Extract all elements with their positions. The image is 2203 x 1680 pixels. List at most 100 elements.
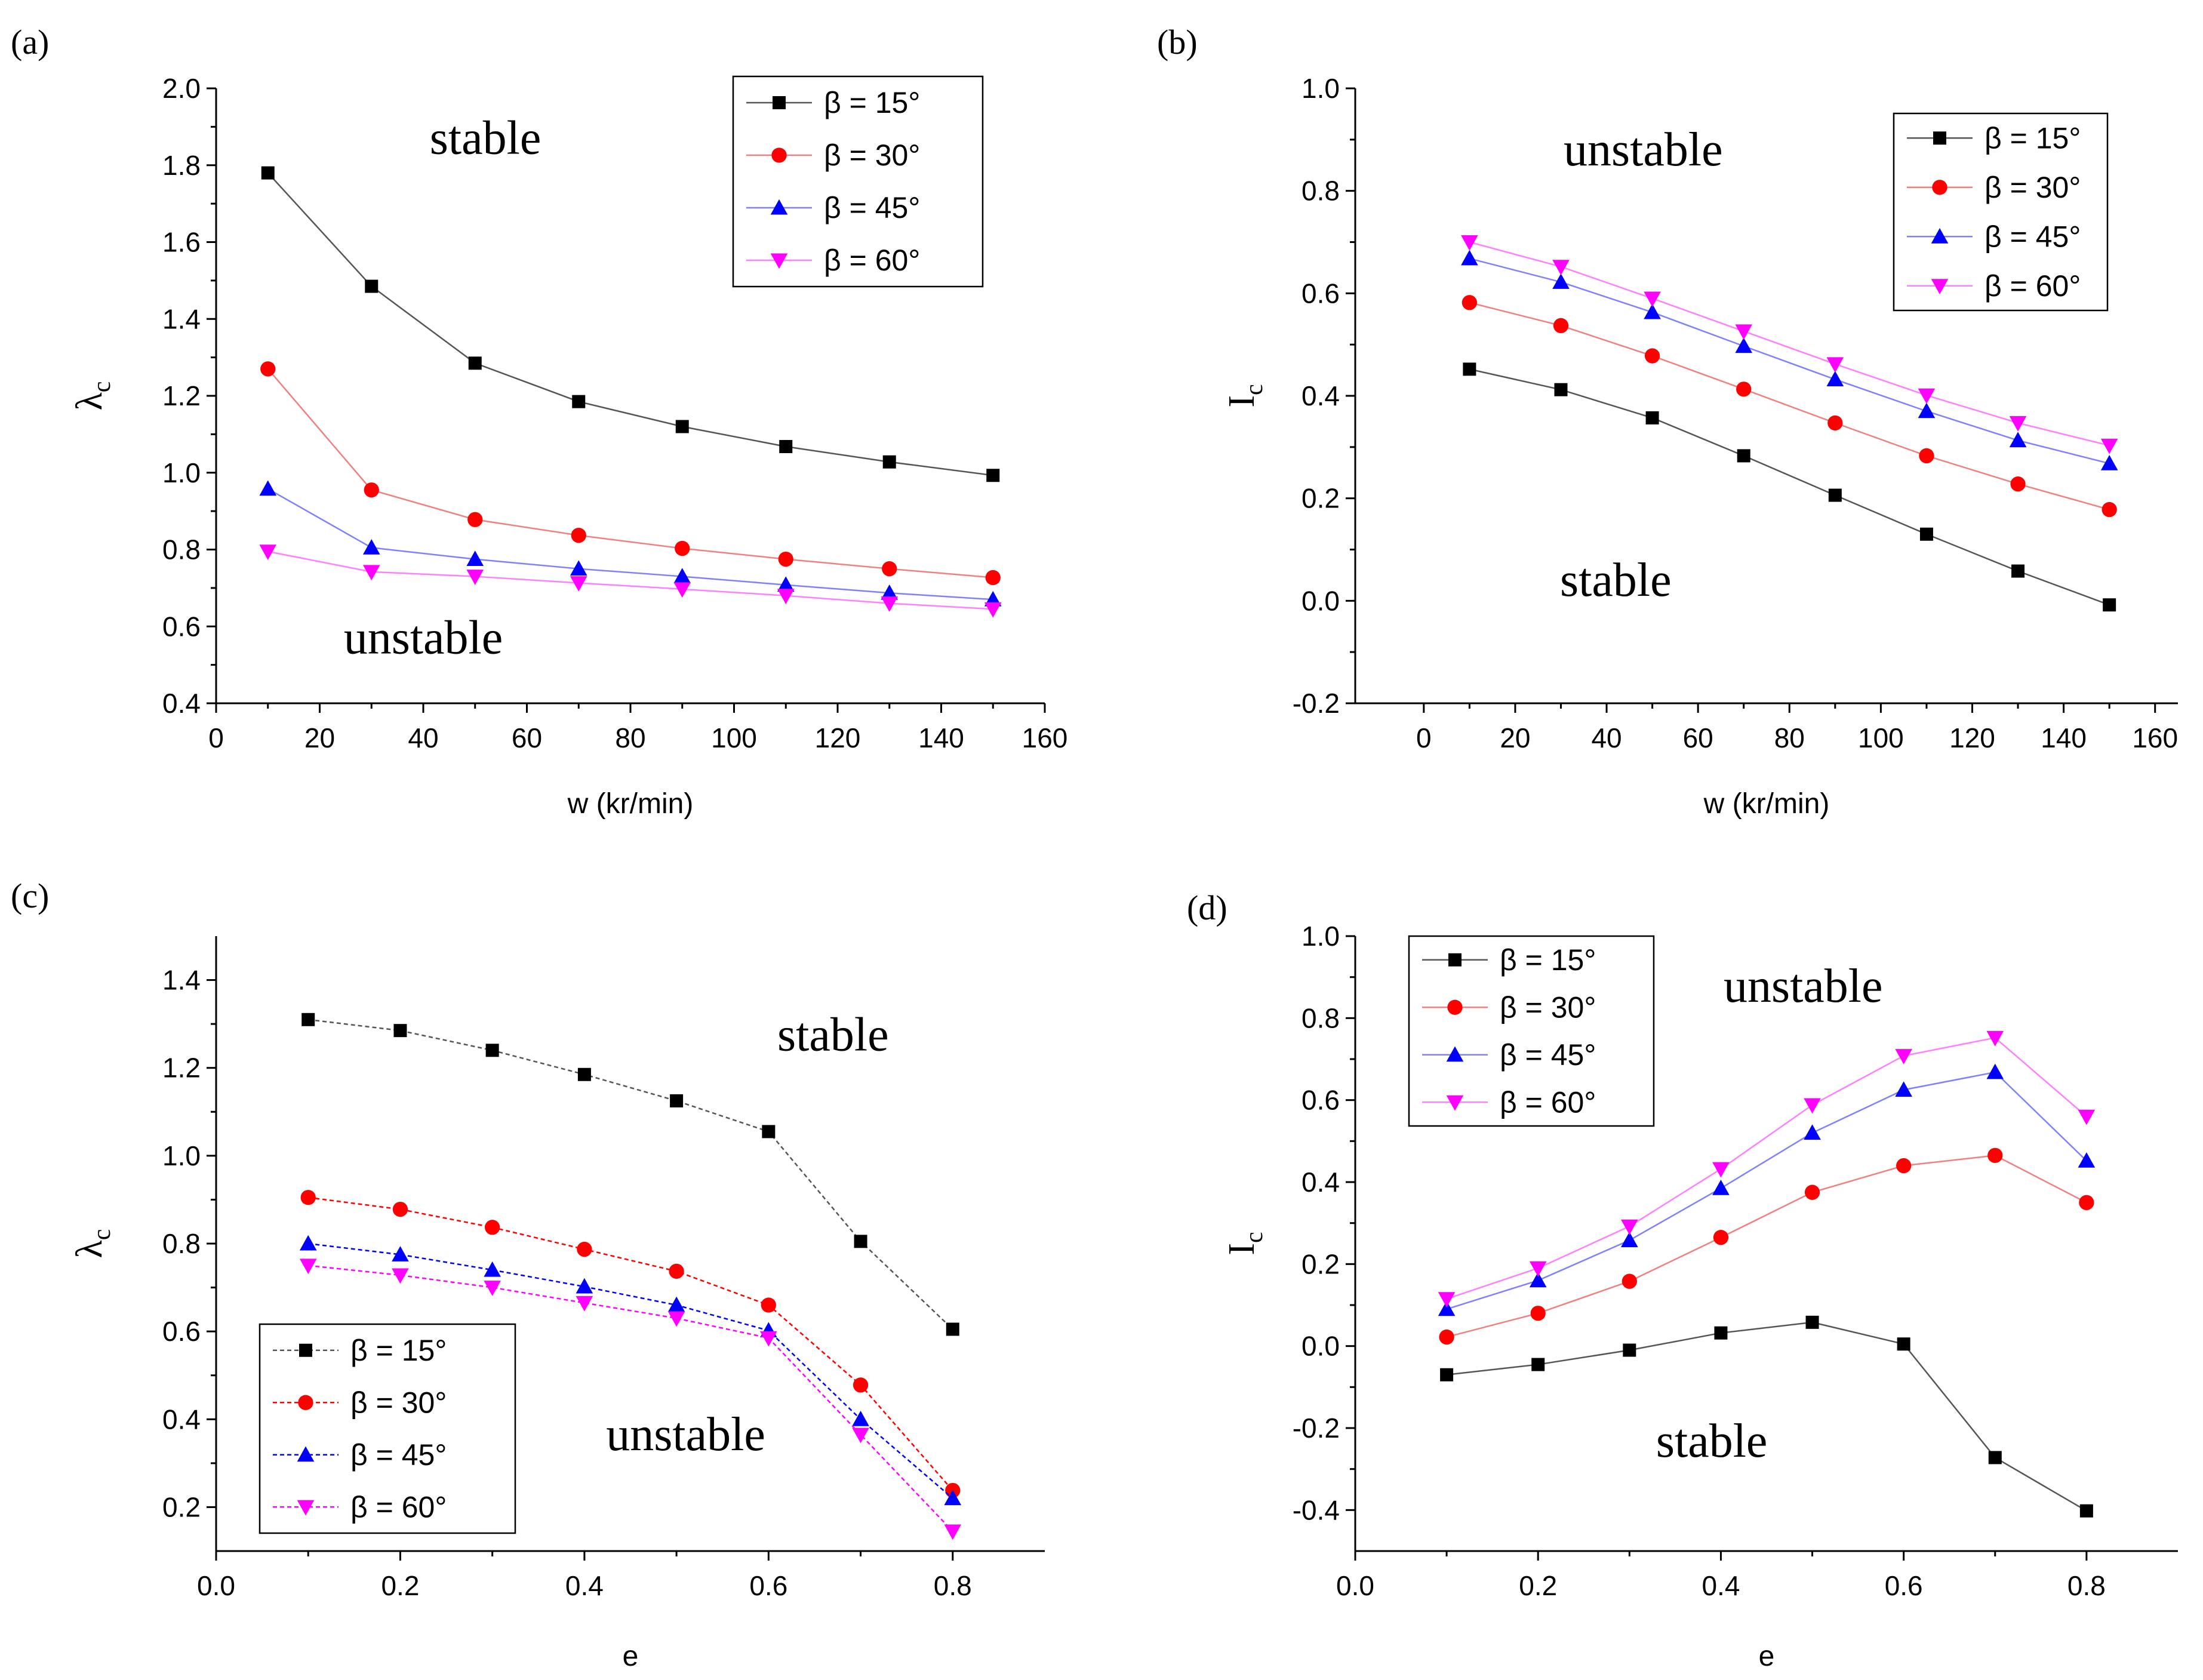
legend-frame [1893, 112, 2109, 312]
series-line-beta-30 [1446, 1155, 2087, 1338]
y-tick-label: 0.6 [162, 611, 201, 642]
series-line-beta-60 [308, 1264, 953, 1532]
y-tick-label: 1.0 [1302, 73, 1340, 104]
data-point-beta-60 [1644, 291, 1661, 307]
y-tick-label: 1.6 [162, 227, 201, 258]
y-tick-label: 0.8 [1302, 176, 1340, 207]
data-point-beta-15 [365, 279, 379, 293]
series-line-beta-15 [1469, 368, 2110, 606]
legend-marker-beta-60 [770, 253, 788, 269]
data-point-beta-60 [673, 582, 691, 598]
data-point-beta-60 [362, 565, 380, 581]
data-point-beta-60 [667, 1311, 685, 1327]
y-axis-title-symbol: I [1222, 1243, 1262, 1256]
data-point-beta-60 [1461, 235, 1478, 251]
data-point-beta-60 [1529, 1261, 1547, 1277]
x-tick-label: 100 [1858, 722, 1904, 753]
y-axis-title-subscript: c [88, 1229, 116, 1241]
x-tick-label: 60 [512, 722, 542, 753]
data-point-beta-45 [1804, 1124, 1821, 1140]
legend-marker-beta-60 [1446, 1095, 1464, 1111]
y-tick-label: 1.0 [1302, 921, 1340, 952]
legend-marker-beta-15 [1933, 131, 1946, 145]
series-line-beta-15 [267, 172, 993, 476]
legend-label-beta-60: β = 60° [1984, 269, 2081, 303]
data-point-beta-60 [1918, 388, 1936, 404]
data-point-beta-15 [301, 1013, 315, 1026]
data-point-beta-30 [392, 1201, 408, 1217]
data-point-beta-15 [854, 1235, 867, 1248]
panel-label: (b) [1157, 23, 1198, 61]
y-tick-label: 1.2 [162, 380, 201, 411]
data-point-beta-45 [1438, 1300, 1456, 1316]
data-point-beta-30 [882, 561, 897, 577]
data-point-beta-45 [1621, 1232, 1638, 1247]
data-point-beta-15 [2011, 564, 2025, 578]
x-tick-label: 20 [1500, 722, 1530, 753]
legend: β = 15° β = 30° β = 45° β = 60° [1408, 935, 1655, 1127]
legend-marker-beta-45 [770, 199, 788, 215]
data-point-beta-45 [777, 576, 795, 592]
x-tick-label: 0.6 [749, 1570, 787, 1601]
y-tick-label: -0.2 [1293, 688, 1340, 719]
data-point-beta-30 [1644, 348, 1660, 364]
data-point-beta-30 [467, 512, 483, 527]
data-point-beta-30 [761, 1297, 776, 1313]
data-point-beta-30 [1987, 1147, 2003, 1164]
region-label-stable: stable [430, 112, 541, 164]
data-point-beta-45 [673, 568, 691, 584]
data-point-beta-15 [1623, 1343, 1636, 1357]
series-beta-60 [299, 1259, 962, 1540]
legend-marker-beta-45 [1446, 1046, 1464, 1062]
x-tick-label: 80 [615, 722, 645, 753]
data-point-beta-30 [571, 528, 586, 543]
data-point-beta-60 [392, 1268, 409, 1284]
data-point-beta-60 [881, 596, 899, 612]
data-point-beta-30 [260, 361, 276, 377]
data-point-beta-30 [1622, 1273, 1637, 1289]
data-point-beta-60 [259, 544, 277, 561]
series-beta-60 [259, 544, 1002, 618]
legend-marker-beta-30 [1447, 999, 1463, 1015]
data-point-beta-45 [944, 1490, 962, 1506]
series-line-beta-60 [267, 550, 993, 610]
data-point-beta-45 [881, 584, 899, 600]
region-label-unstable: unstable [344, 611, 503, 664]
legend-frame [259, 1323, 516, 1534]
x-tick-label: 120 [1949, 722, 1995, 753]
data-point-beta-60 [1621, 1219, 1638, 1235]
y-tick-label: 0.4 [1302, 1167, 1340, 1198]
legend-marker-beta-15 [1448, 953, 1462, 967]
data-point-beta-15 [261, 166, 275, 180]
data-point-beta-30 [985, 570, 1001, 586]
data-point-beta-45 [2009, 432, 2027, 448]
legend-label-beta-30: β = 30° [350, 1386, 447, 1419]
series-beta-15 [1440, 1315, 2093, 1518]
legend-label-beta-30: β = 30° [824, 139, 920, 172]
legend-label-beta-15: β = 15° [350, 1334, 447, 1367]
data-point-beta-15 [485, 1044, 499, 1057]
data-point-beta-60 [484, 1281, 501, 1296]
region-label-unstable: unstable [1724, 960, 1883, 1013]
region-label-stable: stable [1560, 554, 1672, 607]
data-point-beta-60 [852, 1427, 869, 1444]
data-point-beta-15 [779, 439, 793, 453]
data-point-beta-60 [466, 570, 484, 585]
y-tick-label: 0.0 [1302, 585, 1340, 616]
legend-label-beta-45: β = 45° [824, 191, 920, 224]
series-beta-15 [1463, 362, 2116, 612]
series-beta-45 [1461, 250, 2118, 470]
panel-d: 0.0 0.2 0.4 0.6 0.8 -0.4 -0.2 0.0 0.2 0.4 0.6 0.8 1.… [1187, 888, 2178, 1672]
series-line-beta-15 [308, 1019, 953, 1330]
y-tick-label: 1.8 [162, 150, 201, 181]
y-tick-label: -0.2 [1293, 1413, 1340, 1444]
data-point-beta-45 [2078, 1152, 2096, 1168]
data-point-beta-15 [1440, 1368, 1454, 1381]
data-point-beta-45 [1644, 303, 1661, 319]
data-point-beta-15 [1828, 488, 1842, 502]
data-point-beta-45 [1461, 250, 1478, 266]
data-point-beta-60 [1438, 1292, 1456, 1307]
panel-label: (a) [11, 23, 49, 61]
legend-label-beta-15: β = 15° [824, 86, 920, 119]
data-point-beta-45 [1895, 1081, 1912, 1097]
